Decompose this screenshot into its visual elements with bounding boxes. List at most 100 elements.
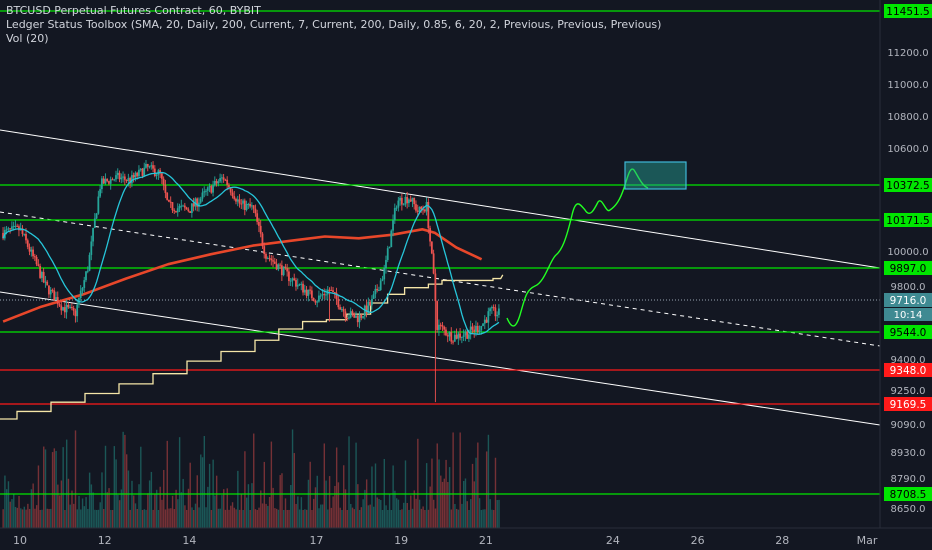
candle-body bbox=[360, 315, 363, 318]
time-tick-label: 26 bbox=[691, 534, 705, 547]
level-price-tag bbox=[884, 178, 932, 192]
volume-bar bbox=[57, 484, 59, 528]
volume-bar bbox=[103, 509, 105, 528]
chart-legend: BTCUSD Perpetual Futures Contract, 60, B… bbox=[6, 4, 661, 46]
target-box bbox=[624, 161, 687, 190]
volume-bar bbox=[484, 509, 486, 528]
candle-body bbox=[143, 167, 146, 176]
volume-bar bbox=[455, 508, 458, 528]
candle-body bbox=[268, 258, 271, 260]
candle-body bbox=[265, 254, 267, 259]
candle-body bbox=[236, 199, 239, 202]
candle-body bbox=[353, 313, 356, 318]
candle-body bbox=[460, 336, 463, 338]
volume-bar bbox=[395, 498, 398, 528]
volume-bar bbox=[238, 509, 241, 528]
candle-body bbox=[205, 190, 207, 192]
candle-body bbox=[12, 226, 15, 228]
candle-body bbox=[282, 266, 285, 276]
volume-bar bbox=[25, 509, 27, 528]
volume-bar bbox=[291, 429, 294, 528]
volume-bar bbox=[274, 508, 276, 528]
volume-bar bbox=[411, 508, 414, 528]
volume-bar bbox=[184, 505, 186, 528]
candle-body bbox=[485, 319, 488, 323]
volume-bar bbox=[351, 507, 354, 528]
volume-bar bbox=[67, 478, 70, 528]
time-axis: 10 12 14 17 19 21 24 26 28 Mar bbox=[0, 527, 932, 550]
candle-body bbox=[355, 315, 357, 318]
time-tick-label: 12 bbox=[98, 534, 112, 547]
candle-body bbox=[381, 279, 384, 281]
volume-bar bbox=[270, 441, 273, 528]
candle-body bbox=[233, 196, 236, 199]
volume-bar bbox=[279, 475, 281, 528]
candle-body bbox=[33, 256, 36, 258]
volume-bar bbox=[254, 509, 257, 528]
price-tick-label: 8930.0 bbox=[891, 448, 926, 459]
volume-bar bbox=[403, 502, 405, 528]
candle-body bbox=[53, 290, 56, 301]
volume-bar bbox=[32, 483, 34, 528]
candle-body bbox=[247, 203, 250, 205]
candle-body bbox=[106, 178, 109, 182]
volume-bar bbox=[228, 509, 230, 528]
volume-bar bbox=[450, 509, 453, 528]
candle-body bbox=[425, 201, 428, 212]
candle-body bbox=[16, 225, 19, 227]
volume-bar bbox=[170, 508, 172, 528]
volume-bar bbox=[335, 447, 338, 528]
level-price-tag bbox=[884, 4, 932, 18]
candle-body bbox=[397, 200, 400, 208]
volume-bar bbox=[302, 509, 304, 528]
volume-bar bbox=[21, 509, 24, 528]
candle-body bbox=[217, 181, 220, 184]
volume-bar bbox=[459, 432, 461, 528]
volume-bar bbox=[251, 483, 253, 528]
candle-body bbox=[418, 206, 421, 212]
volume-bar bbox=[275, 508, 278, 528]
price-tick-label: 9800.0 bbox=[891, 282, 926, 293]
volume-bar bbox=[233, 507, 236, 528]
projection-path bbox=[506, 168, 649, 327]
volume-bar bbox=[284, 498, 287, 528]
candle-body bbox=[40, 271, 43, 278]
volume-bar bbox=[367, 505, 370, 528]
price-tick-label: 10000.0 bbox=[887, 247, 928, 258]
volume-bar bbox=[364, 489, 366, 528]
candle-body bbox=[99, 189, 102, 197]
candle-body bbox=[252, 205, 255, 209]
volume-bar bbox=[41, 509, 43, 528]
candle-body bbox=[115, 175, 117, 180]
countdown-tag bbox=[884, 308, 932, 321]
volume-bar bbox=[385, 505, 387, 528]
volume-bar bbox=[5, 489, 8, 528]
candle-body bbox=[457, 333, 460, 339]
candle-body bbox=[194, 198, 197, 207]
time-tick-label: 17 bbox=[309, 534, 323, 547]
candle-body bbox=[459, 333, 461, 338]
candle-body bbox=[427, 201, 430, 229]
candle-body bbox=[28, 246, 31, 252]
candle-body bbox=[351, 311, 354, 314]
time-tick-label: Mar bbox=[857, 534, 878, 547]
price-tick-label: 11000.0 bbox=[887, 80, 928, 91]
candle-body bbox=[429, 228, 431, 242]
candle-body bbox=[178, 206, 181, 209]
candle-body bbox=[187, 209, 190, 212]
indicator-legend: Ledger Status Toolbox (SMA, 20, Daily, 2… bbox=[6, 18, 662, 31]
candle-body bbox=[302, 283, 304, 293]
volume-bar bbox=[277, 509, 280, 528]
volume-bar bbox=[447, 482, 449, 528]
candle-body bbox=[150, 165, 153, 167]
candle-body bbox=[309, 289, 311, 291]
candle-body bbox=[164, 185, 167, 193]
candle-body bbox=[159, 170, 162, 174]
volume-bar bbox=[111, 509, 114, 528]
candle-body bbox=[97, 196, 100, 214]
candle-body bbox=[483, 319, 486, 324]
candle-body bbox=[376, 288, 379, 291]
candle-body bbox=[374, 288, 377, 295]
candle-body bbox=[289, 280, 292, 282]
